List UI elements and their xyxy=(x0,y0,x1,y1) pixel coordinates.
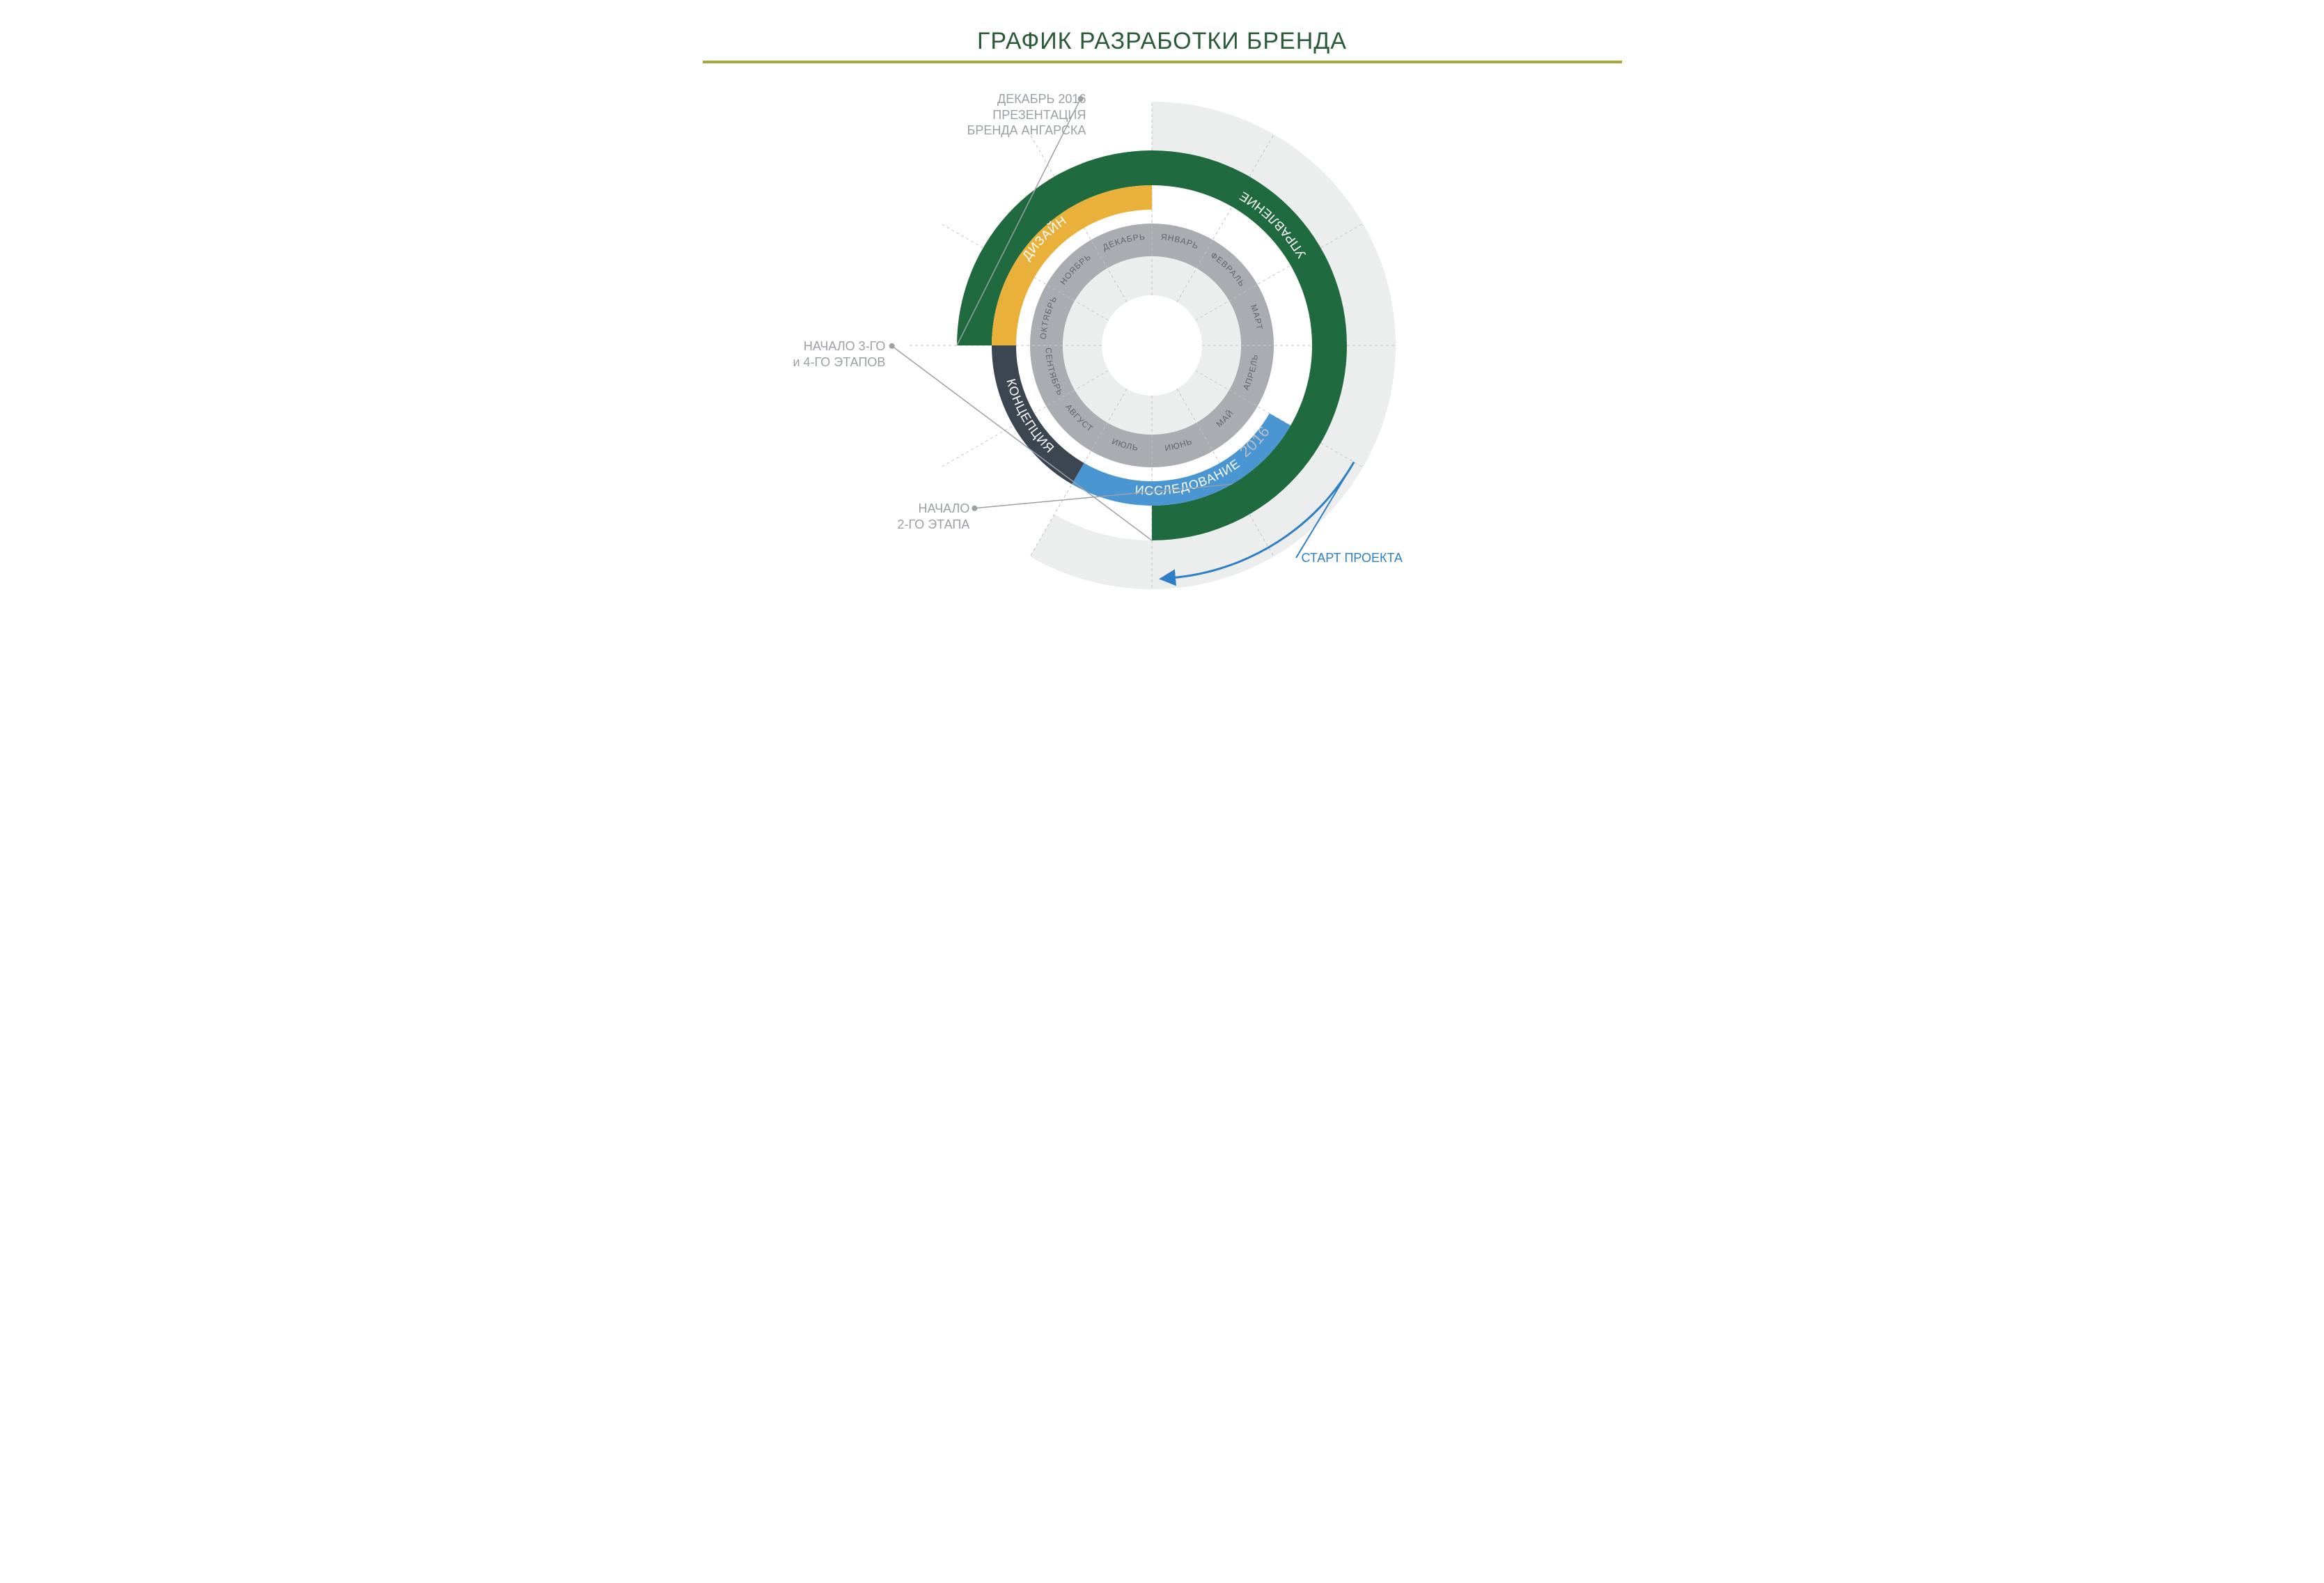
start-label: СТАРТ ПРОЕКТА xyxy=(1302,551,1403,566)
radial-timeline: УПРАВЛЕНИЕИССЛЕДОВАНИЕКОНЦЕПЦИЯДИЗАЙНЯНВ… xyxy=(703,63,1622,607)
page-title: ГРАФИК РАЗРАБОТКИ БРЕНДА xyxy=(703,28,1622,55)
callout-stage2: НАЧАЛО2-ГО ЭТАПА xyxy=(898,501,970,532)
timeline-stage: УПРАВЛЕНИЕИССЛЕДОВАНИЕКОНЦЕПЦИЯДИЗАЙНЯНВ… xyxy=(703,63,1622,607)
callout-stage34: НАЧАЛО 3-ГОи 4-ГО ЭТАПОВ xyxy=(793,338,886,370)
callout-final: ДЕКАБРЬ 2016ПРЕЗЕНТАЦИЯБРЕНДА АНГАРСКА xyxy=(967,91,1086,139)
